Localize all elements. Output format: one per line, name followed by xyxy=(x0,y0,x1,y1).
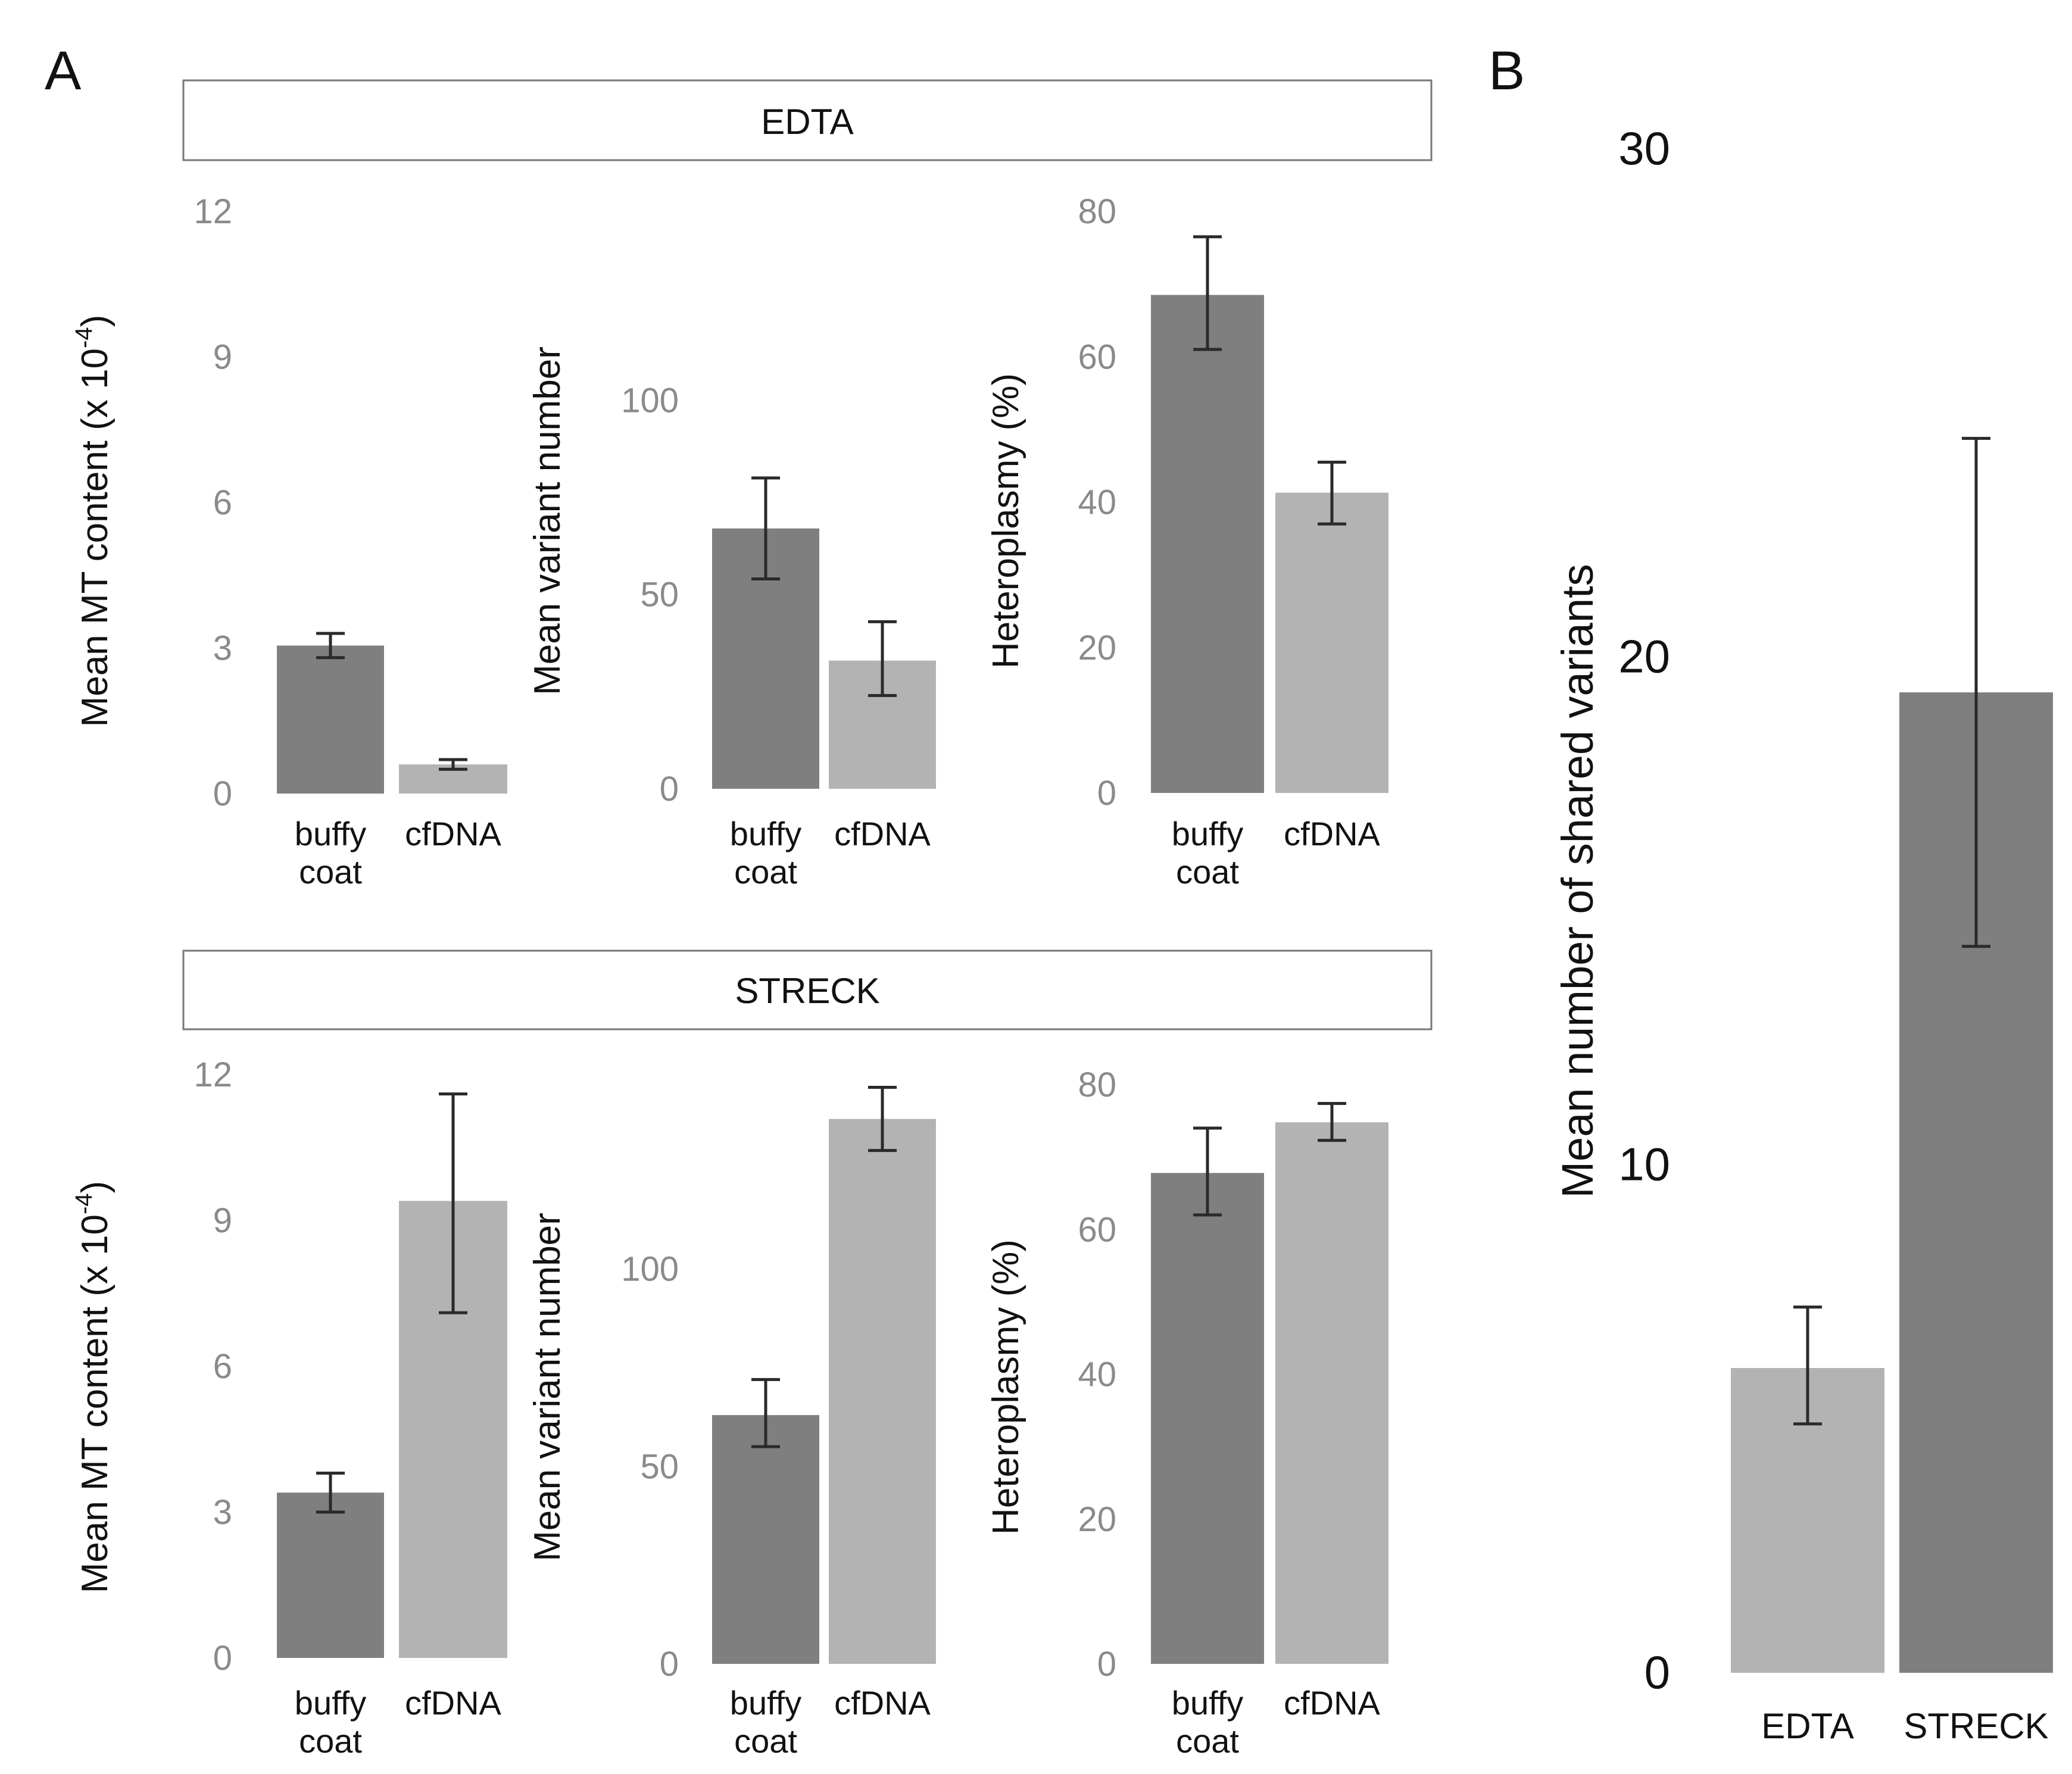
bar-cfdna xyxy=(1275,1122,1388,1664)
ytick-label: 80 xyxy=(1078,192,1116,231)
bar-buffy-coat xyxy=(277,645,384,794)
ytick-label: 100 xyxy=(621,1250,679,1289)
ytick-label: 9 xyxy=(213,1201,232,1240)
bar-buffy-coat xyxy=(277,1492,384,1658)
chart-streck_variant_number: 0 50 100 Mean variant number buffy coat cfDNA xyxy=(527,1086,936,1760)
chart-edta_mt_content: 0 3 6 9 12 Mean MT content (x 10-4) buffy coat c… xyxy=(71,192,507,891)
x-category-label: buffy coat xyxy=(730,1684,801,1760)
error-bar xyxy=(751,476,780,581)
y-axis-label: Heteroplasmy (%) xyxy=(985,373,1026,669)
strip-edta-box xyxy=(182,79,1433,161)
chart-shared_variants: 0 10 20 30 Mean number of shared variants EDT… xyxy=(1553,122,2053,1746)
x-category-label: cfDNA xyxy=(405,815,501,852)
x-category-label: buffy coat xyxy=(1172,815,1243,891)
y-axis-label: Mean number of shared variants xyxy=(1553,564,1602,1198)
ytick-label: 50 xyxy=(640,576,679,614)
chart-edta_variant_number: 0 50 100 Mean variant number buffy coat cfDNA xyxy=(527,346,936,891)
ytick-label: 0 xyxy=(1097,1645,1116,1684)
ytick-label: 50 xyxy=(640,1447,679,1486)
ytick-label: 20 xyxy=(1078,629,1116,667)
ytick-label: 0 xyxy=(1645,1646,1670,1698)
ytick-label: 0 xyxy=(660,1645,679,1684)
y-axis-label: Mean variant number xyxy=(527,346,568,695)
chart-streck_heteroplasmy: 0 20 40 60 80 Heteroplasmy (%) buffy coat cfDNA xyxy=(985,1066,1388,1760)
ytick-label: 80 xyxy=(1078,1066,1116,1104)
x-category-label: EDTA xyxy=(1761,1706,1854,1746)
ytick-label: 60 xyxy=(1078,1210,1116,1249)
ytick-label: 9 xyxy=(213,338,232,377)
error-bar xyxy=(1193,235,1222,351)
strip-streck-label: STRECK xyxy=(735,971,879,1011)
error-bar xyxy=(1193,1126,1222,1217)
ytick-label: 20 xyxy=(1618,630,1670,682)
bar-buffy-coat xyxy=(1151,1173,1264,1664)
x-category-label: buffy coat xyxy=(295,815,366,891)
ytick-label: 40 xyxy=(1078,483,1116,522)
ytick-label: 0 xyxy=(213,774,232,813)
error-bar xyxy=(1318,460,1346,526)
y-axis-label: Mean variant number xyxy=(527,1213,568,1561)
strip-streck-box xyxy=(182,950,1433,1030)
bar-cfdna xyxy=(1275,492,1388,793)
error-bar xyxy=(868,620,897,697)
y-axis-label: Mean MT content (x 10-4) xyxy=(71,1181,116,1594)
x-category-label: cfDNA xyxy=(405,1684,501,1722)
chart-streck_mt_content: 0 3 6 9 12 Mean MT content (x 10-4) buffy coat c… xyxy=(71,1055,507,1760)
ytick-label: 3 xyxy=(213,1493,232,1532)
error-bar xyxy=(1793,1305,1822,1426)
error-bar xyxy=(439,758,467,771)
x-category-label: buffy coat xyxy=(295,1684,366,1760)
panel-label-a: A xyxy=(45,40,82,101)
charts-layer: 0 3 6 9 12 Mean MT content (x 10-4) buffy coat c… xyxy=(71,122,2053,1760)
error-bar xyxy=(1962,436,1990,948)
ytick-label: 6 xyxy=(213,1347,232,1386)
x-category-label: cfDNA xyxy=(834,815,931,852)
ytick-label: 30 xyxy=(1618,122,1670,174)
ytick-label: 12 xyxy=(194,1055,232,1094)
x-category-label: cfDNA xyxy=(1284,1684,1380,1722)
x-category-label: buffy coat xyxy=(730,815,801,891)
x-category-label: cfDNA xyxy=(834,1684,931,1722)
bar-buffy-coat xyxy=(1151,295,1264,794)
x-category-label: cfDNA xyxy=(1284,815,1380,852)
x-category-label: STRECK xyxy=(1904,1706,2048,1746)
error-bar xyxy=(316,1472,345,1514)
y-axis-label: Mean MT content (x 10-4) xyxy=(71,315,116,727)
ytick-label: 40 xyxy=(1078,1356,1116,1394)
x-category-label: buffy coat xyxy=(1172,1684,1243,1760)
panel-label-b: B xyxy=(1489,40,1525,101)
ytick-label: 60 xyxy=(1078,338,1116,376)
error-bar xyxy=(439,1092,467,1314)
ytick-label: 0 xyxy=(660,770,679,808)
bar-cfdna xyxy=(829,1119,936,1664)
error-bar xyxy=(751,1378,780,1448)
ytick-label: 0 xyxy=(1097,774,1116,813)
strip-edta-label: EDTA xyxy=(761,102,854,142)
ytick-label: 10 xyxy=(1618,1138,1670,1191)
error-bar xyxy=(868,1086,897,1153)
ytick-label: 6 xyxy=(213,483,232,522)
chart-edta_heteroplasmy: 0 20 40 60 80 Heteroplasmy (%) buffy coat cfDNA xyxy=(985,192,1388,891)
ytick-label: 3 xyxy=(213,629,232,668)
bar-buffy-coat xyxy=(712,1415,819,1664)
ytick-label: 0 xyxy=(213,1639,232,1678)
ytick-label: 100 xyxy=(621,381,679,420)
error-bar xyxy=(316,632,345,660)
error-bar xyxy=(1318,1102,1346,1142)
ytick-label: 12 xyxy=(194,192,232,231)
ytick-label: 20 xyxy=(1078,1500,1116,1539)
y-axis-label: Heteroplasmy (%) xyxy=(985,1239,1026,1535)
